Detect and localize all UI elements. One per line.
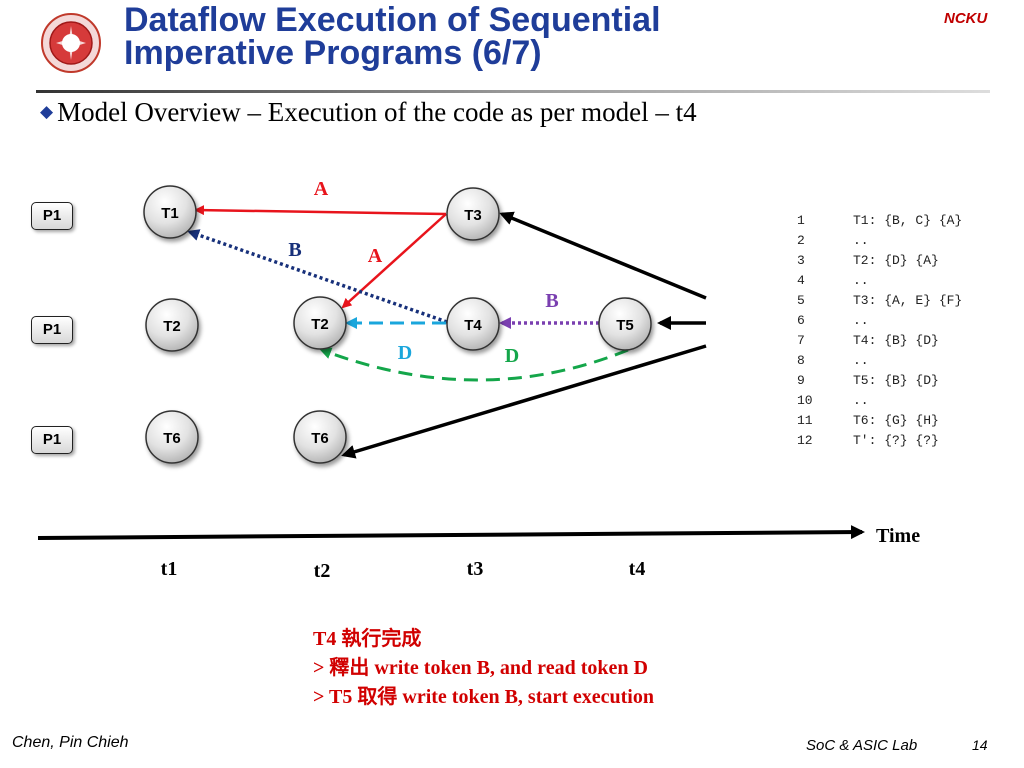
time-step-label: t1 [161,558,178,580]
code-line: 4.. [797,271,962,291]
line-number: 6 [797,313,805,328]
line-number: 7 [797,333,805,348]
edge-a-t3-to-t2 [341,213,447,309]
line-number: 12 [797,433,813,448]
slide-title-line2: Imperative Programs (6/7) [124,34,542,72]
edge-label-b: B [288,239,301,261]
processor-label: P1 [31,426,73,454]
author-name: Chen, Pin Chieh [12,734,129,751]
code-line: 8.. [797,351,962,371]
code-line: 9 T5: {B} {D} [797,371,962,391]
line-text: .. [853,233,869,248]
diamond-bullet-icon: ◆ [40,102,54,121]
page-number: 14 [972,737,988,753]
code-listing: 1 T1: {B, C} {A} 2.. 3 T2: {D} {A} 4.. 5 T3… [797,211,962,451]
task-node: T1 [143,185,197,239]
code-line: 5 T3: {A, E} {F} [797,291,962,311]
slide-title-line1: Dataflow Execution of Sequential [124,1,661,39]
time-axis-label: Time [876,525,920,547]
input-arrow-t6 [341,344,707,459]
line-number: 5 [797,293,805,308]
title-divider [36,90,990,93]
task-node-label: T5 [616,317,634,334]
time-step-label: t3 [467,558,484,580]
line-text: T4: {B} {D} [853,333,939,348]
code-line: 1 T1: {B, C} {A} [797,211,962,231]
task-node: T4 [446,297,500,351]
task-node-label: T6 [311,430,329,447]
code-line: 3 T2: {D} {A} [797,251,962,271]
university-seal-logo [41,13,101,73]
task-node: T5 [598,297,652,351]
line-number: 2 [797,233,805,248]
line-text: .. [853,353,869,368]
code-line: 12 T': {?} {?} [797,431,962,451]
note-line: T4 執行完成 [313,628,422,650]
task-node-label: T3 [464,207,482,224]
line-number: 1 [797,213,805,228]
task-node-label: T6 [163,430,181,447]
line-text: .. [853,393,869,408]
code-line: 11 T6: {G} {H} [797,411,962,431]
line-text: T3: {A, E} {F} [853,293,963,308]
slide-title: Dataflow Execution of Sequential Imperat… [124,1,661,72]
line-text: T6: {G} {H} [853,413,939,428]
task-node: T2 [145,298,199,352]
line-text: T1: {B, C} {A} [853,213,963,228]
task-node: T6 [145,410,199,464]
edge-label-b: B [545,290,558,312]
line-number: 8 [797,353,805,368]
edge-label-a: A [368,245,383,267]
line-text: T5: {B} {D} [853,373,939,388]
code-line: 6.. [797,311,962,331]
line-text: .. [853,273,869,288]
note-line: > T5 取得 write token B, start execution [313,686,654,708]
task-node-label: T4 [464,317,482,334]
code-line: 7 T4: {B} {D} [797,331,962,351]
time-axis [37,525,865,540]
input-arrow-t3 [499,211,707,300]
code-line: 10.. [797,391,962,411]
line-number: 10 [797,393,813,408]
lab-name: SoC & ASIC Lab [806,737,918,754]
edge-a-t3-to-t1 [194,205,447,216]
line-text: T': {?} {?} [853,433,939,448]
task-node: T3 [446,187,500,241]
line-number: 3 [797,253,805,268]
edge-label-d: D [398,342,412,364]
bullet-point: ◆ Model Overview – Execution of the code … [40,97,697,128]
line-text: T2: {D} {A} [853,253,939,268]
code-line: 2.. [797,231,962,251]
task-node-label: T1 [161,205,179,222]
brand-label: NCKU [944,10,988,27]
task-node: T6 [293,410,347,464]
bullet-text: Model Overview – Execution of the code a… [57,97,697,127]
line-number: 4 [797,273,805,288]
time-step-label: t4 [629,558,646,580]
line-text: .. [853,313,869,328]
task-node-label: T2 [311,316,329,333]
execution-note: T4 執行完成 > 釋出 write token B, and read tok… [313,625,654,712]
note-line: > 釋出 write token B, and read token D [313,657,648,679]
task-node-label: T2 [163,318,181,335]
time-step-label: t2 [314,560,331,582]
edge-label-a: A [314,178,329,200]
processor-label: P1 [31,316,73,344]
edge-d-t5-to-t2 [319,347,629,382]
task-node: T2 [293,296,347,350]
processor-label: P1 [31,202,73,230]
edge-label-d: D [505,345,519,367]
line-number: 9 [797,373,805,388]
line-number: 11 [797,413,813,428]
